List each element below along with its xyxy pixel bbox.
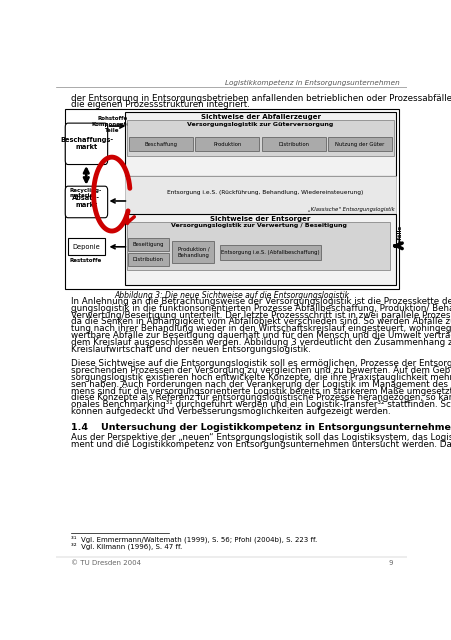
Text: Produktion /
Behandlung: Produktion / Behandlung	[177, 247, 209, 258]
FancyBboxPatch shape	[172, 241, 214, 263]
FancyBboxPatch shape	[65, 186, 107, 218]
Text: Logistikkompetenz in Entsorgungsunternehmen: Logistikkompetenz in Entsorgungsunterneh…	[225, 79, 399, 86]
FancyBboxPatch shape	[68, 239, 105, 255]
Text: Abfälle: Abfälle	[397, 225, 402, 247]
Text: Sichtweise der Abfallerzeuger: Sichtweise der Abfallerzeuger	[200, 115, 320, 120]
FancyBboxPatch shape	[219, 245, 321, 260]
Text: Reststoffe: Reststoffe	[69, 258, 102, 263]
Text: Versorgungslogistik zur Verwertung / Beseitigung: Versorgungslogistik zur Verwertung / Bes…	[170, 223, 345, 228]
FancyBboxPatch shape	[128, 239, 168, 252]
Text: Absatz-
markt: Absatz- markt	[72, 195, 100, 209]
Text: Abbildung 3: Die neue Sichtweise auf die Entsorgungslogistik: Abbildung 3: Die neue Sichtweise auf die…	[114, 291, 348, 300]
Text: Entsorgung i.e.S. (Rückführung, Behandlung, Wiedereinsteuerung): Entsorgung i.e.S. (Rückführung, Behandlu…	[166, 190, 363, 195]
FancyBboxPatch shape	[127, 221, 389, 270]
Text: In Anlehnung an die Betrachtungsweise der Versorgungslogistik ist die Prozessket: In Anlehnung an die Betrachtungsweise de…	[70, 297, 451, 306]
Text: mens sind für die versorgungsorientierte Logistik bereits in stärkerem Maße umge: mens sind für die versorgungsorientierte…	[70, 387, 451, 396]
Text: Kreislaufwirtschaft und der neuen Entsorgungslogistik.: Kreislaufwirtschaft und der neuen Entsor…	[70, 345, 309, 354]
Text: wertbare Abfälle zur Beseitigung dauerhaft und für den Mensch und die Umwelt ver: wertbare Abfälle zur Beseitigung dauerha…	[70, 331, 451, 340]
FancyBboxPatch shape	[124, 177, 396, 214]
FancyBboxPatch shape	[195, 138, 259, 151]
Text: sorgungslogistik existieren hoch entwickelte Konzepte, die ihre Praxistauglichke: sorgungslogistik existieren hoch entwick…	[70, 373, 451, 382]
Text: der Entsorgung in Entsorgungsbetrieben anfallenden betrieblichen oder Prozessabf: der Entsorgung in Entsorgungsbetrieben a…	[70, 94, 451, 103]
Text: Beschaffung: Beschaffung	[145, 142, 178, 147]
Text: gungslogistik in die funktionsorientierten Prozesse Abfallbeschaffung, Produktio: gungslogistik in die funktionsorientiert…	[70, 304, 451, 313]
Text: können aufgedeckt und Verbesserungsmöglichkeiten aufgezeigt werden.: können aufgedeckt und Verbesserungsmögli…	[70, 407, 389, 416]
Text: Rohstoffe
Komponenten
Teile: Rohstoffe Komponenten Teile	[91, 116, 134, 133]
Text: Produktion: Produktion	[213, 142, 241, 147]
FancyBboxPatch shape	[124, 112, 396, 177]
Text: © TU Dresden 2004: © TU Dresden 2004	[70, 560, 140, 566]
Text: tung nach ihrer Behandlung wieder in den Wirtschaftskreislauf eingesteuert, wohi: tung nach ihrer Behandlung wieder in den…	[70, 324, 451, 333]
FancyBboxPatch shape	[327, 138, 391, 151]
FancyBboxPatch shape	[127, 120, 393, 156]
FancyBboxPatch shape	[261, 138, 325, 151]
Text: sen haben. Auch Forderungen nach der Verankerung der Logistik im Management des : sen haben. Auch Forderungen nach der Ver…	[70, 380, 451, 388]
FancyBboxPatch shape	[129, 138, 193, 151]
Text: ³²  Vgl. Kilmann (1996), S. 47 ff.: ³² Vgl. Kilmann (1996), S. 47 ff.	[70, 542, 181, 550]
Text: Diese Sichtweise auf die Entsorgungslogistik soll es ermöglichen, Prozesse der E: Diese Sichtweise auf die Entsorgungslogi…	[70, 360, 451, 369]
Text: da die Senken in Abhängigkeit vom Abfallobjekt verschieden sind. So werden Abfäl: da die Senken in Abhängigkeit vom Abfall…	[70, 317, 451, 326]
Text: diese Konzepte als Referenz für entsorgungslogistische Prozesse herangezogen, so: diese Konzepte als Referenz für entsorgu…	[70, 394, 451, 403]
Text: ³¹  Vgl. Emmermann/Waltemath (1999), S. 56; Pfohl (2004b), S. 223 ff.: ³¹ Vgl. Emmermann/Waltemath (1999), S. 5…	[70, 535, 316, 543]
Text: Beschaffungs-
markt: Beschaffungs- markt	[60, 138, 113, 150]
FancyBboxPatch shape	[124, 214, 396, 285]
Text: Versorgungslogistik zur Güterversorgung: Versorgungslogistik zur Güterversorgung	[187, 122, 333, 127]
FancyBboxPatch shape	[65, 109, 398, 289]
FancyBboxPatch shape	[65, 123, 107, 164]
Text: Entsorgung i.e.S. (Abfallbeschaffung): Entsorgung i.e.S. (Abfallbeschaffung)	[221, 250, 319, 255]
Text: 9: 9	[387, 560, 392, 566]
Text: Verwertung/Beseitigung unterteilt. Der letzte Prozessschritt ist in zwei paralle: Verwertung/Beseitigung unterteilt. Der l…	[70, 310, 451, 320]
Text: Aus der Perspektive der „neuen“ Entsorgungslogistik soll das Logistiksystem, das: Aus der Perspektive der „neuen“ Entsorgu…	[70, 433, 451, 442]
Text: Distribution: Distribution	[277, 142, 308, 147]
FancyBboxPatch shape	[128, 253, 168, 266]
Text: ment und die Logistikkompetenz von Entsorgungsunternehmen untersucht werden. Dab: ment und die Logistikkompetenz von Entso…	[70, 440, 451, 449]
Text: dem Kreislauf ausgeschlossen werden. Abbildung 3 verdeutlicht den Zusammenhang z: dem Kreislauf ausgeschlossen werden. Abb…	[70, 338, 451, 347]
Text: die eigenen Prozessstrukturen integriert.: die eigenen Prozessstrukturen integriert…	[70, 100, 249, 109]
Text: Nutzung der Güter: Nutzung der Güter	[334, 142, 383, 147]
Text: onales Benchmarking³¹ durchgeführt werden und ein Logistik-Transfer³² stattfinde: onales Benchmarking³¹ durchgeführt werde…	[70, 400, 451, 409]
Text: „Klassische“ Entsorgungslogistik: „Klassische“ Entsorgungslogistik	[307, 207, 394, 212]
Text: 1.4    Untersuchung der Logistikkompetenz in Entsorgungsunternehmen: 1.4 Untersuchung der Logistikkompetenz i…	[70, 422, 451, 431]
Text: Deponie: Deponie	[73, 244, 100, 250]
Text: Beseitigung: Beseitigung	[133, 243, 164, 247]
Text: sprechenden Prozessen der Versorgung zu vergleichen und zu bewerten. Auf dem Geb: sprechenden Prozessen der Versorgung zu …	[70, 366, 451, 375]
Text: Recycling-
material: Recycling- material	[69, 188, 102, 198]
Text: Sichtweise der Entsorger: Sichtweise der Entsorger	[210, 216, 310, 222]
Text: Distribution: Distribution	[133, 257, 164, 262]
